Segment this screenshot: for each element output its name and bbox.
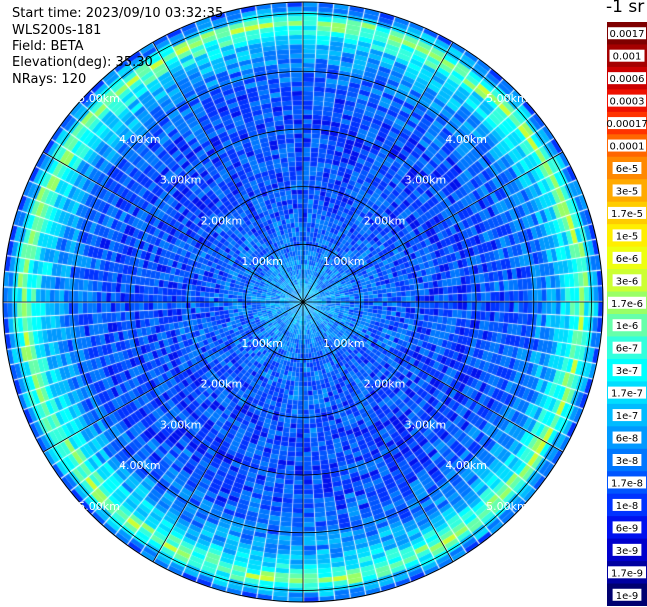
azimuth-spoke-300: [42, 151, 304, 303]
colorbar-label-bg: [612, 431, 642, 444]
colorbar-tick-label: 1.7e-9: [611, 568, 643, 579]
ring-label: 1.00km: [323, 255, 365, 268]
colorbar-label-bg: [608, 94, 646, 107]
colorbar-label-bg: [612, 498, 642, 511]
colorbar-label-bg: [608, 117, 646, 130]
device-label: WLS200s-181: [12, 23, 102, 38]
azimuth-spoke-60: [302, 151, 564, 303]
field-label: Field: BETA: [12, 39, 84, 54]
colorbar-tick-label: 6e-8: [616, 434, 639, 445]
colorbar-tick-label: 1.7e-5: [611, 209, 643, 220]
colorbar-label-bg: [608, 139, 646, 152]
colorbar-tick-label: 3e-8: [616, 456, 639, 467]
colorbar-tick-label: 3e-9: [616, 546, 639, 557]
colorbar-tick-label: 1e-9: [616, 591, 639, 602]
ring-label: 3.00km: [160, 174, 202, 187]
colorbar-tick-label: 0.00017: [607, 119, 647, 130]
colorbar-label-bg: [608, 206, 646, 219]
ring-label: 4.00km: [119, 459, 161, 472]
colorbar-tick-label: 3e-5: [616, 186, 639, 197]
ring-label: 2.00km: [364, 378, 406, 391]
ring-label: 1.00km: [241, 255, 283, 268]
ring-label: 1.00km: [323, 337, 365, 350]
ring-label: 5.00km: [78, 500, 120, 513]
colorbar-tick-label: 1.7e-8: [611, 478, 643, 489]
colorbar-label-bg: [608, 566, 646, 579]
colorbar-label-bg: [612, 162, 642, 174]
colorbar-tick-label: 0.001: [613, 52, 642, 63]
ring-label: 4.00km: [119, 133, 161, 146]
colorbar-label-bg: [608, 476, 646, 489]
colorbar-label-bg: [612, 251, 642, 264]
colorbar-tick-label: 1e-8: [616, 501, 639, 512]
colorbar-tick-label: 0.0003: [610, 97, 645, 108]
colorbar-label-bg: [608, 296, 646, 309]
colorbar-label-bg: [612, 319, 642, 332]
colorbar-label-bg: [608, 27, 646, 40]
ring-label: 1.00km: [241, 337, 283, 350]
colorbar-label-bg: [608, 386, 646, 399]
colorbar-tick-label: 3e-7: [616, 366, 639, 377]
colorbar-tick-label: 1.7e-7: [611, 389, 643, 400]
colorbar-label-bg: [608, 72, 646, 85]
ring-label: 2.00km: [201, 214, 243, 227]
colorbar-label-bg: [612, 341, 642, 354]
colorbar-label-bg: [612, 454, 642, 466]
colorbar: 0.0017 0.001 0.0006 0.0003 0.00017 0.0001 6e-5…: [607, 22, 647, 606]
ring-label: 3.00km: [405, 174, 447, 187]
ring-label: 4.00km: [445, 459, 487, 472]
colorbar-label-bg: [612, 184, 642, 197]
colorbar-tick-label: 6e-6: [616, 254, 639, 265]
colorbar-tick-label: 6e-9: [616, 523, 639, 534]
ring-label: 5.00km: [486, 500, 528, 513]
nrays-label: NRays: 120: [12, 72, 87, 87]
colorbar-tick-label: 1e-6: [616, 321, 639, 332]
colorbar-title: -1 sr: [606, 0, 645, 17]
colorbar-label-bg: [612, 521, 642, 534]
ring-label: 5.00km: [78, 92, 120, 105]
azimuth-spoke-150: [302, 301, 454, 563]
colorbar-tick-label: 1e-5: [616, 231, 639, 242]
colorbar-label-bg: [612, 409, 642, 422]
ring-label: 3.00km: [160, 418, 202, 431]
colorbar-tick-label: 0.0006: [610, 74, 645, 85]
colorbar-tick-label: 1.7e-6: [611, 299, 643, 310]
colorbar-tick-label: 0.0017: [610, 29, 645, 40]
colorbar-label-bg: [612, 588, 642, 601]
colorbar-tick-label: 6e-5: [616, 164, 639, 175]
ring-label: 2.00km: [201, 378, 243, 391]
colorbar-label-bg: [609, 49, 645, 62]
azimuth-spoke-240: [42, 301, 304, 453]
ring-label: 5.00km: [486, 92, 528, 105]
colorbar-label-bg: [612, 364, 642, 377]
colorbar-label-bg: [612, 274, 642, 287]
colorbar-tick-label: 1e-7: [616, 411, 639, 422]
start-time-label: Start time: 2023/09/10 03:32:35: [12, 6, 224, 21]
azimuth-spoke-120: [302, 301, 564, 453]
colorbar-tick-label: 3e-6: [616, 276, 639, 287]
colorbar-tick-label: 6e-7: [616, 344, 639, 355]
colorbar-label-bg: [612, 229, 642, 242]
azimuth-spoke-330: [152, 41, 304, 303]
azimuth-spoke-30: [302, 41, 454, 303]
colorbar-label-bg: [612, 543, 642, 556]
ring-label: 3.00km: [405, 418, 447, 431]
colorbar-tick-label: 0.0001: [610, 142, 645, 153]
azimuth-spoke-210: [152, 301, 304, 563]
ring-label: 2.00km: [364, 214, 406, 227]
ring-label: 4.00km: [445, 133, 487, 146]
